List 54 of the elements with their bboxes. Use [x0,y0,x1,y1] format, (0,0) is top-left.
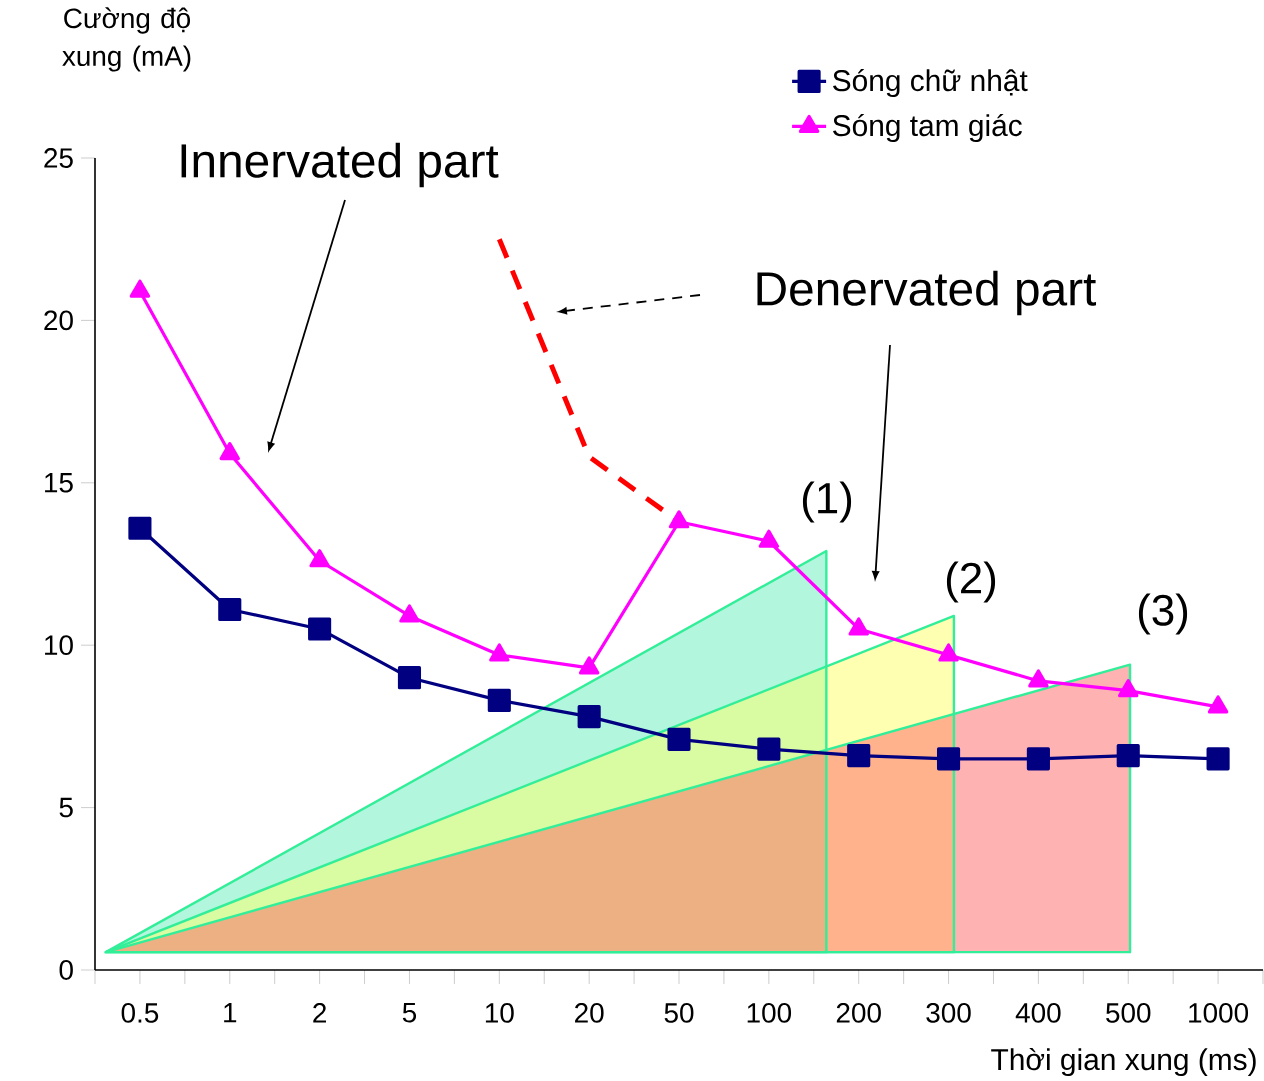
point [309,549,330,568]
point [936,747,961,771]
y-tick-label: 10 [45,635,73,656]
x-tick-label: 5 [402,1003,417,1023]
point [399,604,420,623]
x-tick-label: 200 [836,1003,881,1023]
point [578,656,600,675]
x-tick-label: 1 [224,1003,237,1023]
y-axis-title: Cường độ xung (mA) [62,7,191,72]
point [1118,679,1139,698]
point [667,727,691,751]
y-tick-label: 15 [45,473,73,493]
x-tick-label: 100 [747,1003,792,1023]
point [1207,695,1229,714]
x-tick-label: 1000 [1189,1003,1249,1023]
point [938,643,959,662]
point [489,643,510,662]
point [1028,669,1049,688]
point [129,279,151,298]
x-tick-label: 2 [313,1003,326,1023]
point [757,737,781,761]
point [128,516,152,540]
point [758,529,780,548]
point [308,617,332,641]
x-tick-label: 10 [485,1003,514,1023]
x-tick-label: 0.5 [121,1003,159,1023]
annotation: (1) [802,481,852,523]
y-tick-label: 20 [44,310,73,331]
annotation: Innervated part [181,142,499,188]
point [219,442,240,461]
y-tick-label: 25 [44,148,73,168]
point [218,597,242,622]
x-tick-label: 50 [664,1003,694,1023]
point [847,744,871,768]
point [1116,744,1140,768]
point [1206,747,1230,771]
legend-label: Sóng tam giác [833,113,1022,143]
legend-label: Sóng chữ nhật [833,68,1028,98]
x-tick-label: 300 [926,1003,971,1023]
annotation: Denervated part [757,270,1097,316]
x-axis-title: Thời gian xung (ms) [991,1047,1256,1077]
x-tick-label: 500 [1106,1003,1151,1023]
annotation: (3) [1138,593,1188,635]
point [397,666,422,690]
point [1026,747,1050,771]
point [577,705,601,729]
point [487,688,511,712]
y-tick-label: 5 [59,797,73,818]
point [848,617,869,636]
x-tick-label: 400 [1015,1003,1061,1023]
y-tick-label: 0 [59,960,73,980]
x-tick-label: 20 [575,1003,604,1023]
annotation: (2) [946,561,996,603]
point [668,510,690,529]
